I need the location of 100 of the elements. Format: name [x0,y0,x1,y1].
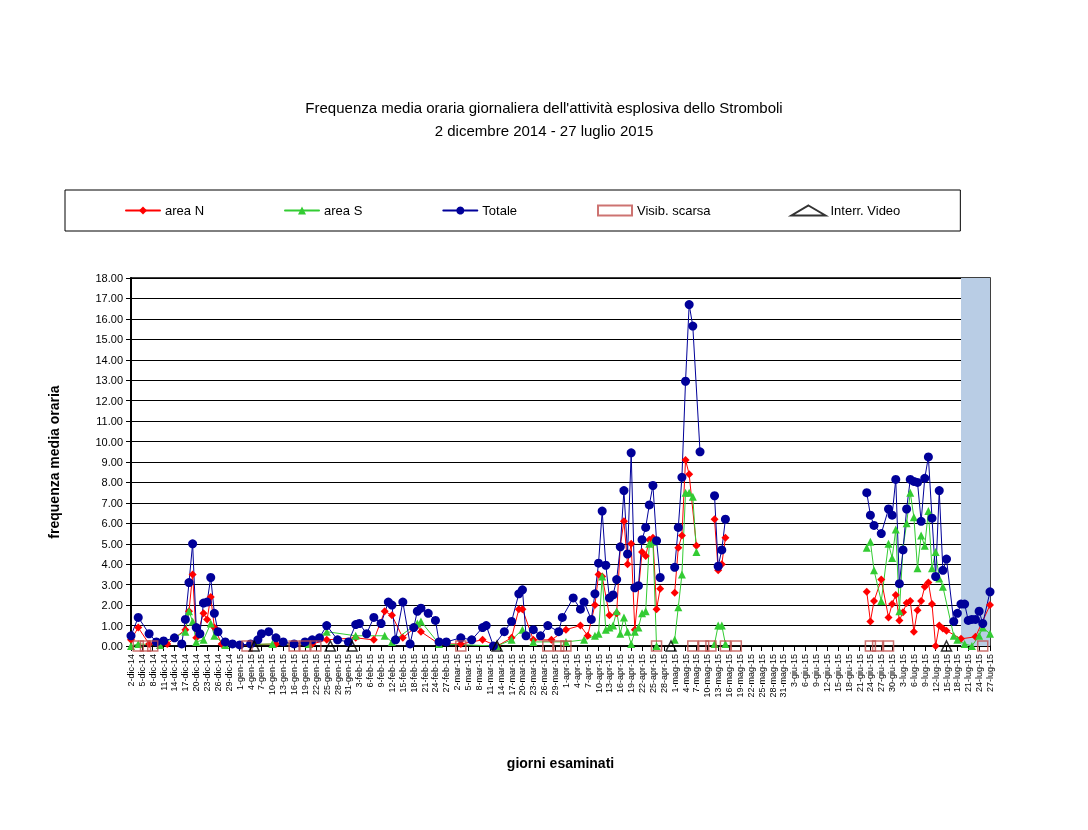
y-tick-label: 6.00 [101,517,123,530]
x-tick-label: 4-mag-15 [680,654,691,693]
x-tick-label: 13-gen-15 [278,654,289,696]
x-tick-label: 5-mar-15 [463,654,474,691]
x-tick-label: 25-apr-15 [647,654,658,694]
x-tick-label: 14-dic-14 [169,654,180,692]
y-tick-label: 5.00 [101,537,123,550]
legend-label: area N [165,203,205,218]
x-tick-label: 12-giu-15 [821,654,832,693]
y-axis-title: frequenza media oraria [46,385,62,539]
x-tick-label: 31-mag-15 [778,654,789,698]
x-tick-label: 12-feb-15 [386,654,397,693]
x-tick-label: 18-giu-15 [843,654,854,693]
x-tick-label: 23-mar-15 [528,654,539,696]
y-tick-label: 7.00 [101,496,123,509]
x-tick-label: 15-lug-15 [941,654,952,693]
x-tick-label: 9-lug-15 [919,654,930,688]
x-tick-label: 13-apr-15 [604,654,615,694]
x-tick-label: 20-mar-15 [517,654,528,696]
x-tick-label: 25-gen-15 [321,654,332,696]
y-tick-label: 11.00 [96,415,123,428]
x-tick-label: 18-feb-15 [408,654,419,693]
x-tick-label: 2-mar-15 [452,654,463,691]
y-tick-label: 2.00 [101,599,123,612]
y-tick-label: 9.00 [101,456,123,468]
x-tick-label: 21-giu-15 [854,654,865,693]
x-tick-label: 7-mag-15 [691,654,702,693]
x-tick-label: 10-gen-15 [267,654,278,696]
x-tick-label: 30-giu-15 [887,654,898,693]
x-tick-label: 15-feb-15 [397,654,408,693]
y-tick-label: 4.00 [101,558,123,571]
x-tick-label: 4-gen-15 [245,654,256,691]
x-tick-label: 25-mag-15 [756,654,767,698]
x-tick-label: 6-feb-15 [365,654,376,688]
y-tick-label: 1.00 [101,619,123,632]
x-tick-label: 5-dic-14 [136,654,147,687]
x-tick-label: 26-dic-14 [212,654,223,692]
y-tick-label: 15.00 [95,333,123,346]
x-tick-label: 12-lug-15 [930,654,941,693]
legend-label: area S [324,203,363,218]
x-tick-label: 7-apr-15 [582,654,593,689]
x-tick-label: 8-dic-14 [147,654,158,687]
x-tick-label: 1-apr-15 [560,654,571,689]
x-tick-label: 4-apr-15 [571,654,582,689]
x-tick-label: 22-apr-15 [637,654,648,694]
y-tick-label: 10.00 [95,435,123,448]
x-tick-label: 16-apr-15 [615,654,626,694]
x-tick-label: 28-mag-15 [767,654,778,698]
x-tick-label: 10-mag-15 [702,654,713,698]
x-tick-label: 23-dic-14 [202,654,213,692]
y-tick-label: 12.00 [95,394,123,407]
x-tick-label: 6-lug-15 [908,654,919,688]
x-tick-label: 24-lug-15 [974,654,985,693]
x-tick-label: 7-gen-15 [256,654,267,691]
y-tick-label: 3.00 [101,578,123,591]
x-tick-label: 19-apr-15 [626,654,637,694]
x-tick-label: 9-feb-15 [376,654,387,688]
x-tick-label: 18-lug-15 [952,654,963,693]
x-tick-label: 19-gen-15 [299,654,310,696]
legend-label: Totale [482,203,518,218]
x-tick-label: 1-mag-15 [669,654,680,693]
legend-label: Interr. Video [830,203,901,218]
x-tick-label: 27-lug-15 [985,654,995,693]
x-tick-label: 11-dic-14 [158,654,169,691]
x-tick-label: 21-feb-15 [419,654,430,693]
y-tick-label: 16.00 [95,312,123,325]
x-tick-label: 11-mar-15 [484,654,495,695]
y-tick-label: 17.00 [95,292,123,305]
x-tick-label: 31-gen-15 [343,654,354,696]
x-tick-label: 14-mar-15 [495,654,506,696]
chart-subtitle: 2 dicembre 2014 - 27 luglio 2015 [434,122,654,139]
x-tick-label: 1-gen-15 [234,654,245,691]
x-tick-label: 29-mar-15 [550,654,561,696]
x-tick-label: 20-dic-14 [191,654,202,692]
x-tick-label: 16-gen-15 [289,654,300,696]
x-tick-label: 21-lug-15 [963,654,974,693]
x-tick-label: 15-giu-15 [832,654,843,693]
x-tick-label: 24-giu-15 [865,654,876,693]
y-tick-label: 18.00 [95,272,123,284]
x-tick-label: 13-mag-15 [713,654,724,698]
y-tick-label: 0.00 [101,640,123,652]
x-tick-label: 28-apr-15 [658,654,669,694]
x-tick-label: 19-mag-15 [734,654,745,698]
y-tick-label: 14.00 [95,353,123,366]
x-tick-label: 29-dic-14 [223,654,234,692]
x-tick-label: 3-giu-15 [789,654,800,688]
x-tick-label: 22-mag-15 [745,654,756,698]
x-tick-label: 26-mar-15 [539,654,550,696]
x-tick-label: 2-dic-14 [126,654,136,687]
x-tick-label: 28-gen-15 [332,654,343,696]
y-tick-label: 8.00 [101,476,123,489]
x-tick-label: 22-gen-15 [310,654,321,696]
x-tick-label: 8-mar-15 [473,654,484,691]
x-tick-label: 9-giu-15 [811,654,822,688]
x-tick-label: 3-feb-15 [354,654,365,688]
x-tick-label: 17-mar-15 [506,654,517,696]
x-tick-label: 27-feb-15 [441,654,452,693]
x-tick-label: 17-dic-14 [180,654,191,692]
x-tick-label: 16-mag-15 [724,654,735,698]
x-tick-label: 24-feb-15 [430,654,441,693]
